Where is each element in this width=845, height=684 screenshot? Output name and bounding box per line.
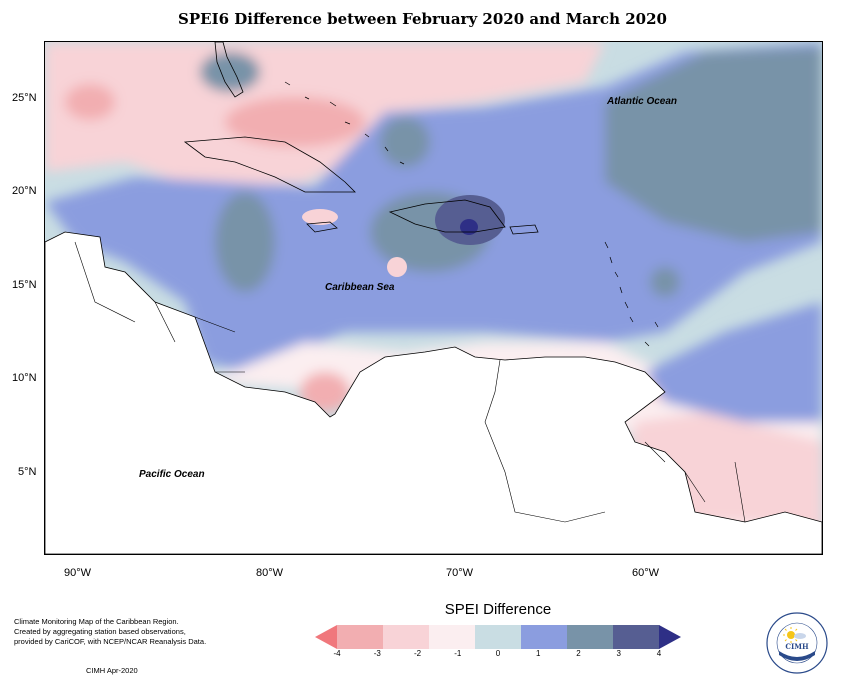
- legend-colorbar: [315, 625, 681, 654]
- country-borders: [74, 241, 746, 523]
- spei-zone-darkest-core: [460, 219, 478, 235]
- land-cuba: [183, 136, 356, 193]
- label-pacific-ocean: Pacific Ocean: [139, 469, 205, 480]
- lat-label-10n: 10°N: [12, 372, 37, 384]
- legend-swatch: [475, 625, 522, 649]
- legend-tick-label: -1: [454, 649, 462, 658]
- legend-swatch: [567, 625, 614, 649]
- lat-label-5n: 5°N: [18, 466, 37, 478]
- credits-line-1: Climate Monitoring Map of the Caribbean …: [14, 617, 179, 626]
- lon-label-80w: 80°W: [256, 567, 284, 579]
- sun-icon: [783, 627, 806, 643]
- land-central-south-america: [45, 231, 822, 554]
- lon-label-70w: 70°W: [446, 567, 474, 579]
- legend-tick-label: -3: [373, 649, 381, 658]
- land-puerto-rico: [509, 224, 539, 235]
- legend-swatch-max: [659, 625, 681, 649]
- spei-zone-pink-cuba: [225, 97, 365, 147]
- spei-zone-slate-lesser-antilles: [650, 267, 680, 297]
- credits-line-3: provided by CariCOF, with NCEP/NCAR Rean…: [14, 637, 207, 646]
- lat-label-25n: 25°N: [12, 92, 37, 104]
- cimh-logo: CIMH: [765, 611, 829, 680]
- credits-date: CIMH Apr-2020: [86, 666, 138, 675]
- legend-swatch: [429, 625, 476, 649]
- spei-zone-slate-florida: [200, 52, 260, 92]
- legend-swatch: [337, 625, 384, 649]
- land-small-islands: [284, 81, 659, 347]
- spei-zone-blue-east: [645, 302, 822, 422]
- credits-text: Climate Monitoring Map of the Caribbean …: [14, 617, 249, 647]
- land-hispaniola: [388, 199, 506, 233]
- legend-swatch-min: [315, 625, 337, 649]
- legend-tick-label: 1: [536, 649, 541, 658]
- credits-line-2: Created by aggregating station based obs…: [14, 627, 186, 636]
- legend-colorbar-svg: [315, 625, 681, 649]
- legend-swatch: [383, 625, 430, 649]
- land-florida: [214, 42, 244, 98]
- map-title: SPEI6 Difference between February 2020 a…: [178, 10, 667, 28]
- spei-zone-slate-atlantic: [605, 47, 822, 242]
- spei-zone-light-spot: [387, 257, 407, 277]
- label-atlantic-ocean: Atlantic Ocean: [607, 96, 678, 107]
- map-area: Atlantic Ocean Caribbean Sea Pacific Oce…: [44, 41, 823, 555]
- legend-tick-label: -2: [413, 649, 422, 658]
- legend-title: SPEI Difference: [444, 601, 552, 618]
- spei-difference-map: [45, 42, 822, 554]
- spei-zone-slate-bahamas: [380, 117, 430, 167]
- legend-tick-label: 3: [616, 649, 621, 658]
- legend-tick-label: 0: [495, 649, 501, 658]
- land-jamaica: [306, 221, 338, 233]
- spei-zone-pink-gulf: [65, 84, 115, 120]
- lat-label-15n: 15°N: [12, 279, 37, 291]
- label-caribbean-sea: Caribbean Sea: [325, 282, 395, 293]
- spei-zone-jamaica-spot: [302, 209, 338, 225]
- spei-zone-slate-west: [215, 192, 275, 292]
- legend-tick-label: 2: [576, 649, 581, 658]
- cimh-logo-svg: CIMH: [766, 612, 828, 674]
- lon-label-60w: 60°W: [632, 567, 660, 579]
- legend-tick-label: -4: [333, 649, 341, 658]
- legend-swatch: [521, 625, 568, 649]
- logo-text: CIMH: [785, 642, 809, 651]
- lat-label-20n: 20°N: [12, 185, 37, 197]
- legend-swatch: [613, 625, 660, 649]
- legend-tick-label: 4: [656, 649, 662, 658]
- lon-label-90w: 90°W: [64, 567, 92, 579]
